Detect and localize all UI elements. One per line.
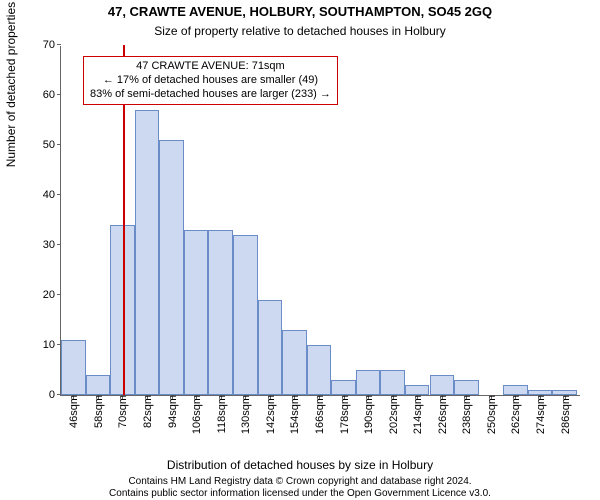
x-tick-label: 46sqm — [66, 395, 80, 428]
y-tick-mark — [57, 244, 61, 245]
histogram-bar — [380, 370, 405, 395]
histogram-bar — [307, 345, 332, 395]
histogram-bar — [405, 385, 430, 395]
histogram-bar — [356, 370, 381, 395]
y-axis-label: Number of detached properties — [4, 2, 18, 167]
y-tick-mark — [57, 44, 61, 45]
x-tick-label: 214sqm — [410, 395, 424, 434]
histogram-bar — [233, 235, 258, 395]
page-title: 47, CRAWTE AVENUE, HOLBURY, SOUTHAMPTON,… — [0, 4, 600, 19]
x-tick-label: 262sqm — [508, 395, 522, 434]
x-tick-label: 250sqm — [484, 395, 498, 434]
x-tick-label: 286sqm — [558, 395, 572, 434]
x-tick-label: 166sqm — [312, 395, 326, 434]
annotation-line: 47 CRAWTE AVENUE: 71sqm — [90, 60, 331, 74]
footer-line-1: Contains HM Land Registry data © Crown c… — [0, 476, 600, 488]
chart-container: 47, CRAWTE AVENUE, HOLBURY, SOUTHAMPTON,… — [0, 0, 600, 500]
x-tick-label: 130sqm — [238, 395, 252, 434]
x-tick-label: 274sqm — [533, 395, 547, 434]
y-tick-label: 70 — [43, 39, 61, 51]
footer-line-2: Contains public sector information licen… — [0, 488, 600, 500]
x-tick-label: 118sqm — [214, 395, 228, 433]
x-axis-label: Distribution of detached houses by size … — [0, 458, 600, 472]
annotation-box: 47 CRAWTE AVENUE: 71sqm← 17% of detached… — [83, 56, 338, 105]
histogram-bar — [282, 330, 307, 395]
y-tick-mark — [57, 294, 61, 295]
y-tick-label: 10 — [43, 339, 61, 351]
histogram-bar — [430, 375, 455, 395]
histogram-bar — [61, 340, 86, 395]
histogram-bar — [159, 140, 184, 395]
histogram-bar — [331, 380, 356, 395]
histogram-bar — [184, 230, 209, 395]
histogram-bar — [454, 380, 479, 395]
plot-area: 01020304050607046sqm58sqm70sqm82sqm94sqm… — [60, 46, 580, 396]
histogram-bar — [86, 375, 111, 395]
histogram-bar — [208, 230, 233, 395]
x-tick-label: 142sqm — [263, 395, 277, 434]
x-tick-label: 178sqm — [337, 395, 351, 434]
page-subtitle: Size of property relative to detached ho… — [0, 24, 600, 38]
y-tick-mark — [57, 94, 61, 95]
annotation-line: 83% of semi-detached houses are larger (… — [90, 88, 331, 102]
x-tick-label: 94sqm — [165, 395, 179, 428]
y-tick-label: 30 — [43, 239, 61, 251]
x-tick-label: 226sqm — [435, 395, 449, 434]
x-tick-label: 238sqm — [459, 395, 473, 434]
x-tick-label: 202sqm — [386, 395, 400, 434]
y-tick-mark — [57, 194, 61, 195]
histogram-bar — [258, 300, 283, 395]
histogram-bar — [503, 385, 528, 395]
x-tick-label: 106sqm — [189, 395, 203, 434]
x-tick-label: 70sqm — [115, 395, 129, 428]
y-tick-mark — [57, 144, 61, 145]
x-tick-label: 58sqm — [91, 395, 105, 428]
y-tick-label: 0 — [49, 389, 61, 401]
x-tick-label: 190sqm — [361, 395, 375, 434]
y-tick-label: 50 — [43, 139, 61, 151]
y-tick-label: 60 — [43, 89, 61, 101]
x-tick-label: 154sqm — [287, 395, 301, 434]
y-tick-label: 40 — [43, 189, 61, 201]
y-tick-label: 20 — [43, 289, 61, 301]
histogram-bar — [135, 110, 160, 395]
footer-text: Contains HM Land Registry data © Crown c… — [0, 476, 600, 500]
annotation-line: ← 17% of detached houses are smaller (49… — [90, 74, 331, 88]
x-tick-label: 82sqm — [140, 395, 154, 428]
histogram-bar — [110, 225, 135, 395]
